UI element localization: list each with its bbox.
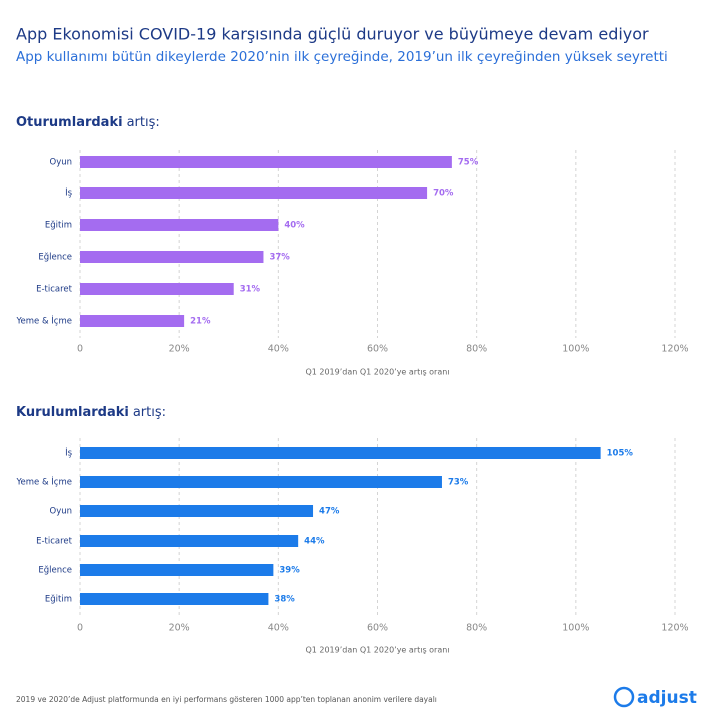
category-label: Eğitim [45,595,72,605]
x-tick-label: 100% [562,623,589,634]
category-label: Oyun [50,507,73,517]
logo-icon [613,686,635,708]
bar [80,187,428,199]
value-label: 44% [304,537,325,547]
bar [80,564,274,576]
x-tick-label: 40% [268,344,289,355]
bar [80,593,269,605]
chart-title-part: Kurulumlardaki [16,405,129,420]
title: App Ekonomisi COVID-19 karşısında güçlü … [16,25,649,44]
x-tick-label: 80% [466,344,487,355]
x-tick-label: 120% [661,623,688,634]
bar [80,505,314,517]
category-label: E-ticaret [36,537,73,547]
x-tick-label: 20% [169,344,190,355]
category-label: İş [65,188,73,199]
category-label: Eğlence [38,253,72,263]
x-tick-label: 40% [268,623,289,634]
x-tick-label: 60% [367,623,388,634]
category-label: Yeme & İçme [15,316,72,327]
x-tick-label: 20% [169,623,190,634]
category-label: Oyun [50,158,73,168]
bar [80,447,601,459]
x-axis-label: Q1 2019’dan Q1 2020’ye artış oranı [305,368,449,377]
x-axis-label: Q1 2019’dan Q1 2020’ye artış oranı [305,646,449,655]
chart-title: Oturumlardaki artış: [16,115,160,130]
category-label: Eğitim [45,221,72,231]
x-tick-label: 100% [562,344,589,355]
bar [80,219,279,231]
subtitle: App kullanımı bütün dikeylerde 2020’nin … [16,49,668,65]
value-label: 37% [269,253,290,263]
category-label: Eğlence [38,566,72,576]
value-label: 31% [240,285,261,295]
value-label: 47% [319,507,340,517]
bar [80,283,234,295]
logo: adjust [613,686,697,708]
category-label: İş [65,448,73,459]
category-label: E-ticaret [36,285,73,295]
chart-title-part: artış: [127,115,160,130]
bar [80,251,264,263]
chart-title-part: artış: [133,405,166,420]
bar [80,315,185,327]
value-label: 73% [448,478,469,488]
bar [80,476,442,488]
x-tick-label: 0 [77,344,83,355]
value-label: 105% [607,449,634,459]
x-tick-label: 120% [661,344,688,355]
bar [80,535,299,547]
x-tick-label: 80% [466,623,487,634]
value-label: 38% [274,595,295,605]
x-tick-label: 0 [77,623,83,634]
value-label: 21% [190,317,211,327]
footer: 2019 ve 2020’de Adjust platformunda en i… [16,695,437,704]
bar [80,156,452,168]
x-tick-label: 60% [367,344,388,355]
logo-text: adjust [637,688,697,708]
chart-title: Kurulumlardaki artış: [16,405,166,420]
value-label: 70% [433,189,454,199]
chart-title-part: Oturumlardaki [16,115,123,130]
category-label: Yeme & İçme [15,477,72,488]
value-label: 39% [279,566,300,576]
value-label: 40% [284,221,305,231]
value-label: 75% [458,158,479,168]
